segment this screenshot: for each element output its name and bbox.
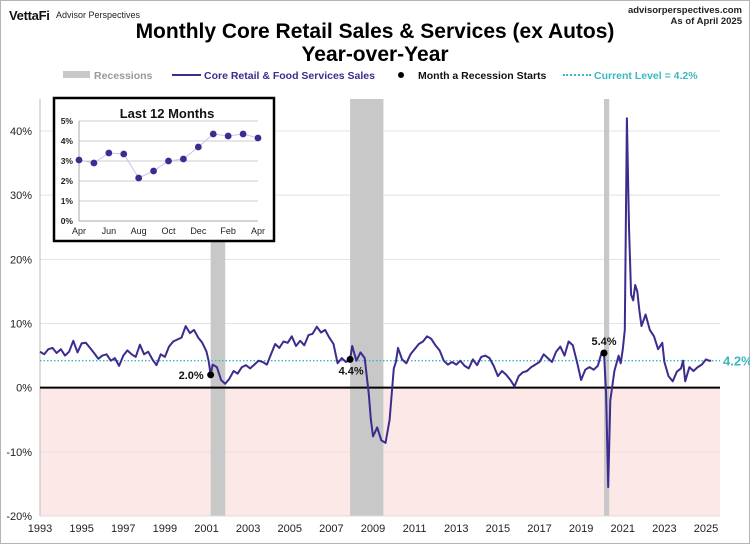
recession-start-marker xyxy=(207,371,215,379)
recession-start-marker xyxy=(346,355,354,363)
recession-start-label: 2.0% xyxy=(179,370,204,382)
legend-recessions: Recessions xyxy=(63,70,152,82)
recession-start-marker xyxy=(600,349,608,357)
dot-marker-icon xyxy=(398,72,404,78)
x-tick-label: 2009 xyxy=(361,523,385,535)
x-tick-label: 2017 xyxy=(527,523,551,535)
inset-y-tick-label: 4% xyxy=(61,136,74,146)
x-tick-label: 2019 xyxy=(569,523,593,535)
inset-data-point xyxy=(254,134,262,142)
legend-series: Core Retail & Food Services Sales xyxy=(172,70,375,82)
x-tick-label: 2007 xyxy=(319,523,343,535)
inset-title: Last 12 Months xyxy=(120,106,215,121)
x-tick-label: 1995 xyxy=(69,523,93,535)
x-tick-label: 2015 xyxy=(486,523,510,535)
inset-last-12-months: Last 12 Months 0% 1% 2% 3% 4% 5% Apr Jun Aug Oct De… xyxy=(52,96,276,243)
y-tick-label: 40% xyxy=(10,126,32,138)
legend-recession-start-label: Month a Recession Starts xyxy=(418,70,547,82)
series-line-core-retail xyxy=(39,117,712,489)
chart-title-line1: Monthly Core Retail Sales & Services (ex… xyxy=(135,20,615,43)
inset-y-tick-label: 1% xyxy=(61,196,74,206)
x-tick-label: 2005 xyxy=(278,523,302,535)
inset-x-tick-label: Apr xyxy=(251,226,265,236)
inset-data-point xyxy=(120,150,128,158)
recession-band xyxy=(350,99,384,516)
x-tick-label: 2003 xyxy=(236,523,260,535)
inset-y-tick-label: 0% xyxy=(61,216,74,226)
x-tick-label: 1997 xyxy=(111,523,135,535)
x-tick-label: 1993 xyxy=(28,523,52,535)
y-tick-label: -20% xyxy=(6,511,32,523)
vettafi-logo: VettaFi xyxy=(9,8,50,23)
legend-recession-start: Month a Recession Starts xyxy=(398,70,546,82)
line-swatch-icon xyxy=(172,74,201,76)
recession-start-label: 4.4% xyxy=(339,365,364,377)
y-tick-label: 20% xyxy=(10,254,32,266)
legend-current: Current Level = 4.2% xyxy=(563,70,698,82)
site-url: advisorperspectives.com xyxy=(627,5,742,16)
recession-start-label: 5.4% xyxy=(591,336,616,348)
inset-x-tick-label: Aug xyxy=(131,226,147,236)
dotted-line-icon xyxy=(563,74,591,76)
inset-x-tick-label: Dec xyxy=(190,226,207,236)
chart-title: Monthly Core Retail Sales & Services (ex… xyxy=(0,20,750,66)
inset-x-tick-label: Feb xyxy=(220,226,236,236)
inset-data-point xyxy=(239,130,247,138)
inset-x-tick-label: Apr xyxy=(72,226,86,236)
inset-y-tick-label: 3% xyxy=(61,156,74,166)
x-tick-label: 2001 xyxy=(194,523,218,535)
recession-swatch-icon xyxy=(63,71,90,78)
inset-data-point xyxy=(194,143,202,151)
inset-y-tick-label: 5% xyxy=(61,116,74,126)
advisor-perspectives-label: Advisor Perspectives xyxy=(56,10,141,20)
inset-y-tick-label: 2% xyxy=(61,176,74,186)
inset-x-tick-label: Jun xyxy=(102,226,117,236)
inset-x-tick-label: Oct xyxy=(161,226,176,236)
legend-current-label: Current Level = 4.2% xyxy=(594,70,698,82)
inset-data-point xyxy=(135,174,143,182)
x-tick-label: 2025 xyxy=(694,523,718,535)
x-tick-label: 2023 xyxy=(652,523,676,535)
y-tick-label: 0% xyxy=(16,383,32,395)
x-tick-label: 2021 xyxy=(611,523,635,535)
inset-data-point xyxy=(75,156,83,164)
legend-recessions-label: Recessions xyxy=(94,70,153,82)
inset-data-point xyxy=(150,167,157,175)
inset-data-point xyxy=(224,132,232,140)
y-tick-label: 10% xyxy=(10,319,32,331)
inset-data-point xyxy=(209,130,217,138)
source-block: advisorperspectives.com As of April 2025 xyxy=(628,5,742,27)
y-tick-label: -10% xyxy=(6,447,32,459)
x-tick-label: 1999 xyxy=(153,523,177,535)
x-tick-label: 2011 xyxy=(403,523,427,535)
as-of-date: As of April 2025 xyxy=(670,16,742,27)
y-tick-label: 30% xyxy=(10,190,32,202)
inset-data-point xyxy=(165,157,172,165)
current-level-label: 4.2% xyxy=(723,354,750,369)
inset-data-point xyxy=(105,149,113,157)
x-tick-label: 2013 xyxy=(444,523,468,535)
legend: Recessions Core Retail & Food Services S… xyxy=(0,70,750,84)
chart-title-line2: Year-over-Year xyxy=(301,43,449,66)
inset-data-point xyxy=(180,155,187,163)
recession-band xyxy=(604,99,610,516)
inset-frame xyxy=(52,96,276,243)
legend-series-label: Core Retail & Food Services Sales xyxy=(204,70,375,82)
inset-data-point xyxy=(90,159,98,167)
